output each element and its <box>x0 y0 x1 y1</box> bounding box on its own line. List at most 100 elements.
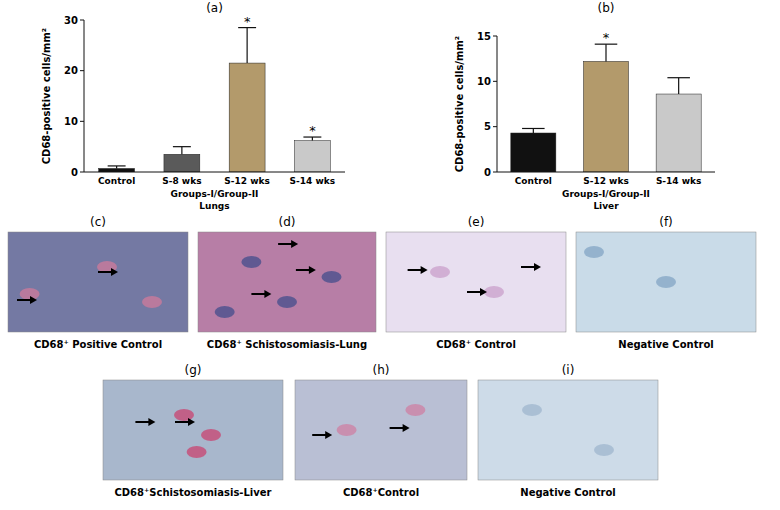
error-stem <box>247 28 248 63</box>
arrow-head <box>480 288 487 296</box>
error-stem <box>605 44 606 61</box>
panel-label: (c) <box>90 215 106 229</box>
caption: CD68⁺ Control <box>436 339 516 350</box>
stain <box>430 266 450 278</box>
error-stem <box>678 78 679 94</box>
x-axis <box>84 172 345 173</box>
caption: Negative Control <box>618 339 713 350</box>
micrograph <box>198 232 376 332</box>
panel-label: (e) <box>468 215 485 229</box>
caption: CD68⁺Control <box>343 487 419 498</box>
micrograph-panel: (f) Negative Control <box>576 215 756 350</box>
significance: * <box>309 123 316 138</box>
stain <box>322 271 342 283</box>
bar <box>164 154 200 172</box>
stain <box>522 404 542 416</box>
stain <box>584 246 604 258</box>
panel-label: (f) <box>659 215 673 229</box>
micrograph-panel: (g)CD68⁺Schistosomiasis-Liver <box>103 363 283 498</box>
y-tick <box>493 172 497 173</box>
error-cap <box>108 165 126 166</box>
x-tick-label: S-12 wks <box>224 176 270 186</box>
micrograph <box>295 380 467 480</box>
arrow-head <box>291 240 298 248</box>
stain <box>277 296 297 308</box>
error-bar <box>667 78 690 94</box>
marks <box>99 28 331 172</box>
arrow-head <box>111 268 118 276</box>
stain <box>187 446 207 458</box>
y-tick-label: 10 <box>477 76 491 87</box>
stain <box>656 276 676 288</box>
micrograph <box>576 232 756 332</box>
marks <box>511 44 701 172</box>
bar-chart: (a)**0102030ControlS-8 wksS-12 wksS-14 w… <box>41 1 345 211</box>
y-axis <box>84 20 85 172</box>
arrow-head <box>148 418 155 426</box>
y-axis-label: CD68-positive cells/mm² <box>454 36 465 173</box>
y-tick <box>80 121 84 122</box>
figure: (a)**0102030ControlS-8 wksS-12 wksS-14 w… <box>0 0 780 510</box>
error-cap <box>173 146 191 147</box>
y-tick-label: 10 <box>64 116 78 127</box>
caption: CD68⁺ Positive Control <box>34 339 162 350</box>
micrograph <box>103 380 283 480</box>
micrograph-panel: (i) Negative Control <box>478 363 658 498</box>
arrow-head <box>325 431 332 439</box>
bar-chart: (b)*051015ControlS-12 wksS-14 wksCD68-po… <box>454 1 715 211</box>
panel-label: (a) <box>206 1 223 15</box>
stain <box>20 288 40 300</box>
arrow-head <box>30 296 37 304</box>
arrow-head <box>309 266 316 274</box>
error-stem <box>533 128 534 133</box>
micrograph <box>8 232 188 332</box>
error-cap <box>522 128 545 129</box>
y-tick <box>80 172 84 173</box>
y-tick <box>80 20 84 21</box>
stain <box>201 429 221 441</box>
subtitle: Lungs <box>199 201 229 211</box>
bar <box>294 141 330 172</box>
error-bar <box>595 44 618 61</box>
stain <box>405 404 425 416</box>
micrograph-panel: (h) CD68⁺Control <box>295 363 467 498</box>
bar <box>583 61 628 172</box>
significance: * <box>603 30 610 45</box>
y-tick-label: 30 <box>64 15 78 26</box>
panel-label: (i) <box>562 363 575 377</box>
error-stem <box>181 147 182 155</box>
x-tick-label: S-14 wks <box>290 176 336 186</box>
panel-label: (h) <box>373 363 390 377</box>
stain <box>337 424 357 436</box>
panel-label: (d) <box>279 215 296 229</box>
y-tick-label: 15 <box>477 31 491 42</box>
y-tick <box>493 36 497 37</box>
bar <box>656 94 701 172</box>
error-bar <box>173 147 191 155</box>
error-bar <box>238 28 256 63</box>
bar <box>99 168 135 172</box>
arrow-head <box>264 290 271 298</box>
x-tick-label: Control <box>98 176 135 186</box>
y-tick-label: 5 <box>484 121 491 132</box>
error-cap <box>667 77 690 78</box>
y-axis <box>497 36 498 172</box>
x-axis-label: Groups-I/Group-II <box>562 189 650 199</box>
x-tick-label: Control <box>515 176 552 186</box>
x-tick-label: S-14 wks <box>656 176 702 186</box>
significance: * <box>244 14 251 29</box>
x-axis-label: Groups-I/Group-II <box>171 189 259 199</box>
y-tick-label: 0 <box>71 167 78 178</box>
micrograph <box>386 232 566 332</box>
arrow-head <box>188 418 195 426</box>
micrograph-panel: (d)CD68⁺ Schistosomiasis-Lung <box>198 215 376 350</box>
micrograph-panel: (e) CD68⁺ Control <box>386 215 566 350</box>
y-tick <box>80 70 84 71</box>
y-tick-label: 20 <box>64 65 78 76</box>
bar <box>229 63 265 172</box>
y-tick <box>493 126 497 127</box>
error-bar <box>108 166 126 169</box>
x-tick-label: S-12 wks <box>583 176 629 186</box>
stain <box>142 296 162 308</box>
caption: Negative Control <box>520 487 615 498</box>
